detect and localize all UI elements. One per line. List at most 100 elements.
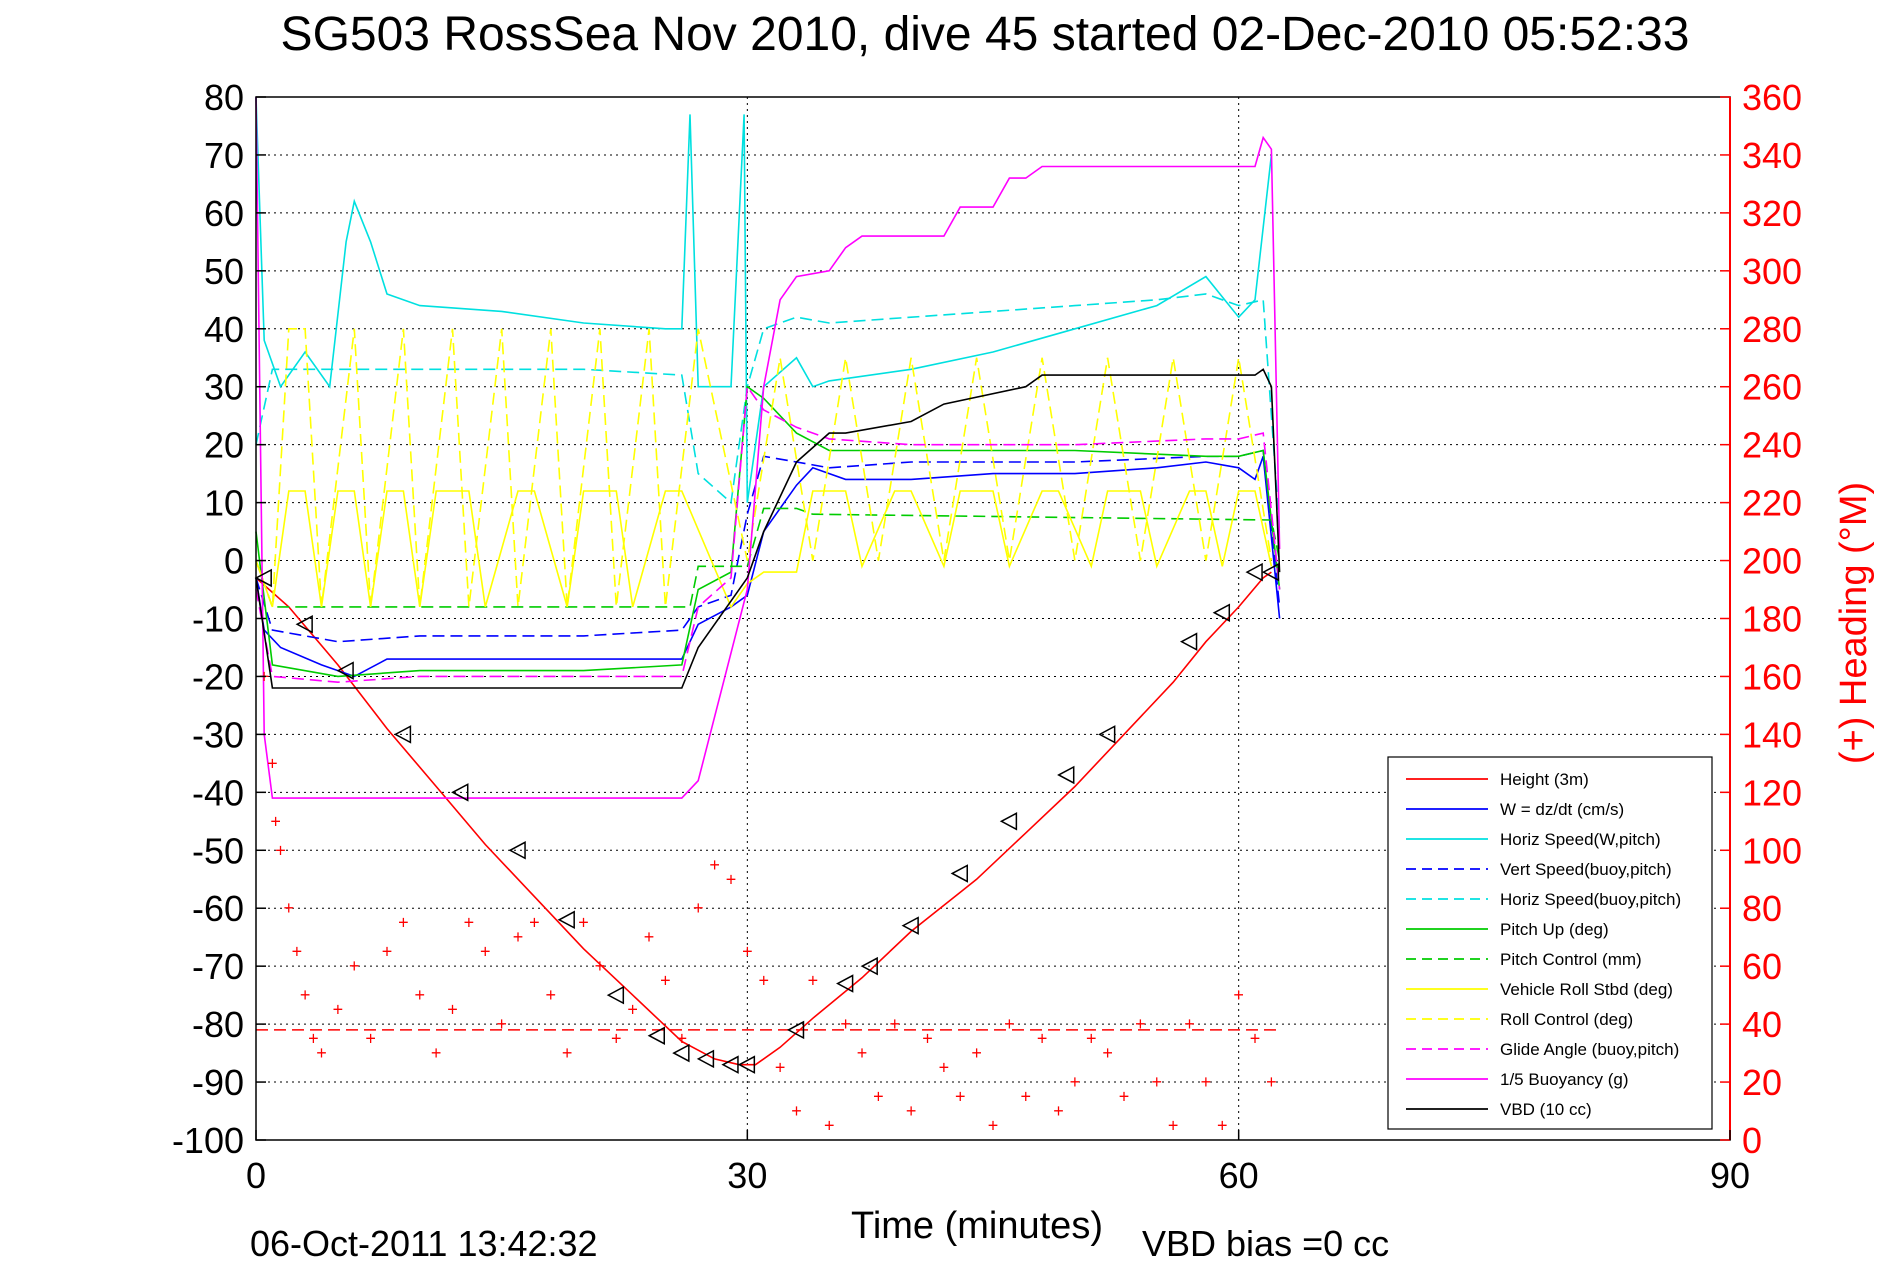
heading-marker: +	[660, 971, 671, 991]
heading-marker: +	[283, 898, 294, 918]
y-tick-label: -60	[192, 888, 244, 929]
y-tick-label: -80	[192, 1004, 244, 1045]
legend-label: Height (3m)	[1500, 770, 1589, 789]
y-right-tick-label: 220	[1742, 483, 1802, 524]
depth-marker	[1212, 603, 1231, 622]
depth-marker	[672, 1043, 690, 1063]
heading-marker: +	[1217, 1116, 1228, 1136]
depth-marker	[1261, 562, 1280, 582]
y-right-tick-label: 160	[1742, 656, 1802, 697]
y-right-tick-label: 320	[1742, 193, 1802, 234]
legend-label: 1/5 Buoyancy (g)	[1500, 1070, 1629, 1089]
series-line-1	[255, 571, 1272, 1066]
x-axis: 0 30 60 90	[246, 1130, 1750, 1196]
legend-label: VBD (10 cc)	[1500, 1100, 1592, 1119]
y-right-tick-label: 20	[1742, 1062, 1782, 1103]
y-tick-label: 80	[204, 77, 244, 118]
depth-marker	[451, 783, 469, 802]
depth-marker	[999, 812, 1018, 831]
legend-label: Horiz Speed(buoy,pitch)	[1500, 890, 1681, 909]
y-right-tick-label: 60	[1742, 946, 1782, 987]
heading-marker: +	[889, 1014, 900, 1034]
heading-marker: +	[316, 1043, 327, 1063]
right-axis-label: (+) Heading (°M)	[1833, 482, 1875, 764]
heading-marker: +	[595, 956, 606, 976]
y-right-tick-label: 80	[1742, 888, 1782, 929]
heading-marker: +	[562, 1043, 573, 1063]
heading-marker: +	[529, 913, 540, 933]
y-right-tick-label: 240	[1742, 425, 1802, 466]
heading-marker: +	[382, 942, 393, 962]
y-tick-label: -90	[192, 1062, 244, 1103]
y-right-tick-label: 260	[1742, 367, 1802, 408]
y-right-tick-label: 0	[1742, 1120, 1762, 1161]
depth-marker	[786, 1020, 805, 1040]
heading-marker: +	[292, 942, 303, 962]
marker-layer: + + + + + + + + + + + + + + + + + + + + + + + + + + + + + + + + + + + + + + + +…	[254, 562, 1280, 1136]
heading-marker: +	[1037, 1029, 1048, 1049]
y-right-tick-label: 180	[1742, 599, 1802, 640]
heading-marker: +	[1020, 1087, 1031, 1107]
heading-marker: +	[742, 942, 753, 962]
x-tick-label: 0	[246, 1155, 266, 1196]
depth-marker	[1057, 765, 1075, 785]
heading-marker: +	[1266, 1072, 1277, 1092]
heading-marker: +	[808, 971, 819, 991]
y-right-tick-label: 120	[1742, 772, 1802, 813]
legend-label: Vehicle Roll Stbd (deg)	[1500, 980, 1673, 999]
depth-marker	[1179, 632, 1198, 651]
depth-marker	[606, 985, 625, 1005]
x-tick-label: 90	[1710, 1155, 1750, 1196]
y-tick-label: 40	[204, 309, 244, 350]
heading-marker: +	[513, 927, 524, 947]
legend-label: W = dz/dt (cm/s)	[1500, 800, 1624, 819]
heading-marker: +	[1119, 1087, 1130, 1107]
y-right-tick-label: 360	[1742, 77, 1802, 118]
footer-date: 06-Oct-2011 13:42:32	[250, 1223, 598, 1262]
heading-marker: +	[496, 1014, 507, 1034]
y-right-tick-label: 280	[1742, 309, 1802, 350]
depth-marker	[860, 956, 878, 976]
heading-marker: +	[611, 1029, 622, 1049]
heading-marker: +	[1168, 1116, 1179, 1136]
heading-marker: +	[1070, 1072, 1081, 1092]
heading-marker: +	[415, 985, 426, 1005]
y-right-tick-label: 300	[1742, 251, 1802, 292]
legend-label: Pitch Up (deg)	[1500, 920, 1609, 939]
depth-marker	[254, 568, 272, 588]
heading-marker: +	[1250, 1029, 1261, 1049]
series-line-3	[255, 96, 1273, 503]
heading-marker: +	[693, 898, 704, 918]
heading-marker: +	[906, 1101, 917, 1121]
heading-marker: +	[873, 1087, 884, 1107]
y-tick-label: 20	[204, 425, 244, 466]
series-line-6	[255, 385, 1281, 678]
heading-marker: +	[857, 1043, 868, 1063]
heading-marker: +	[333, 1000, 344, 1020]
heading-marker: +	[431, 1043, 442, 1063]
heading-marker: +	[1152, 1072, 1163, 1092]
footer-note: VBD bias =0 cc	[1142, 1223, 1389, 1262]
heading-marker: +	[971, 1043, 982, 1063]
heading-marker: +	[300, 985, 311, 1005]
heading-marker: +	[578, 913, 589, 933]
heading-marker: +	[349, 956, 360, 976]
depth-marker	[901, 916, 919, 935]
heading-marker: +	[824, 1116, 835, 1136]
y-tick-label: -40	[192, 772, 244, 813]
y-tick-label: -70	[192, 946, 244, 987]
depth-marker	[696, 1049, 715, 1069]
y-right-tick-label: 200	[1742, 541, 1802, 582]
series-line-5	[255, 293, 1281, 532]
y-tick-label: 70	[204, 135, 244, 176]
series-line-11	[255, 96, 1281, 799]
y-tick-label: -100	[172, 1120, 244, 1161]
legend-label: Roll Control (deg)	[1500, 1010, 1633, 1029]
heading-marker: +	[1004, 1014, 1015, 1034]
depth-marker	[557, 910, 575, 930]
heading-marker: +	[840, 1014, 851, 1034]
y-tick-label: -50	[192, 830, 244, 871]
series-line-9	[255, 327, 1273, 608]
legend-label: Vert Speed(buoy,pitch)	[1500, 860, 1672, 879]
y-tick-label: -30	[192, 714, 244, 755]
